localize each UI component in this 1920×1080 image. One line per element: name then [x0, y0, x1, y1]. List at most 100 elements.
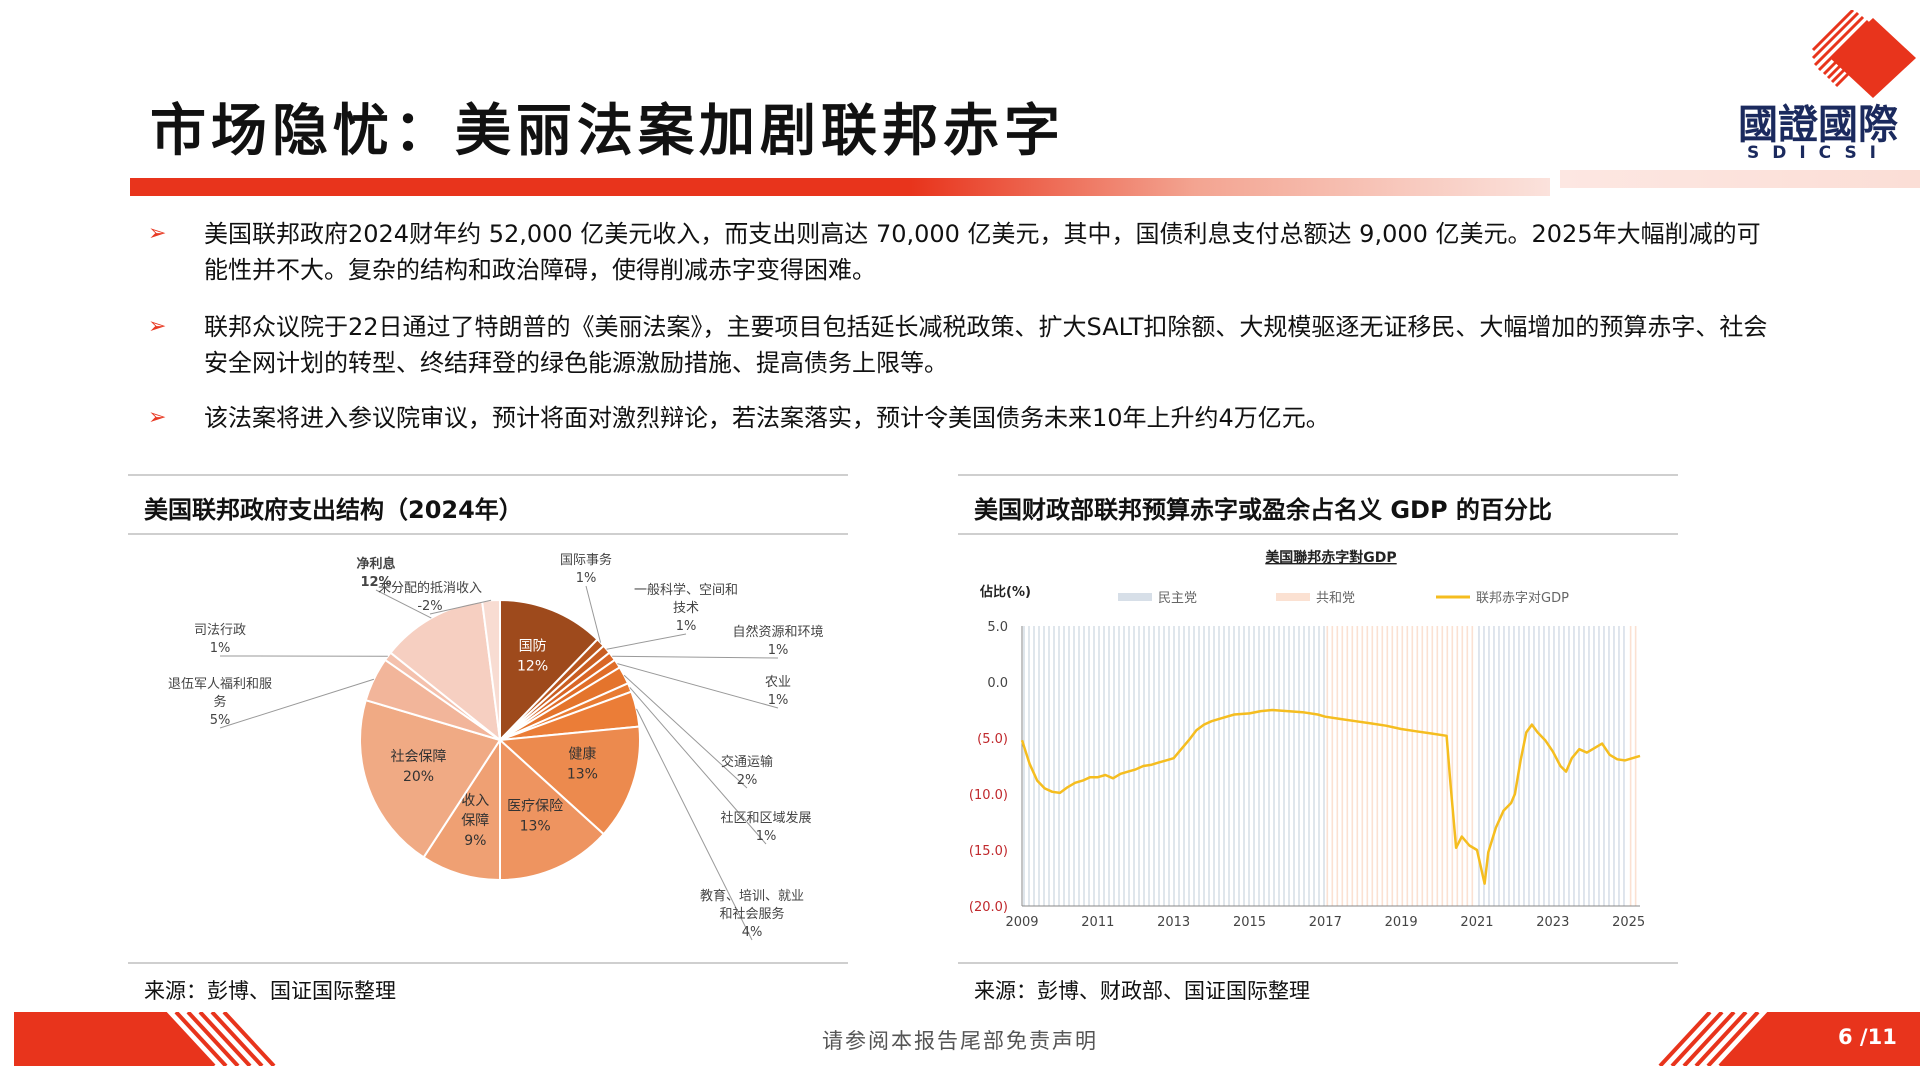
y-tick-label: (10.0) — [969, 788, 1008, 803]
slice-label-text: 交通运输 — [721, 754, 773, 770]
arrow-bullet-icon: ➢ — [148, 314, 167, 339]
leader-line — [429, 599, 492, 615]
leader-line — [623, 674, 748, 789]
left-panel-bottom-rule — [128, 962, 848, 964]
arrow-bullet-icon: ➢ — [148, 221, 167, 246]
pie-slice-label: 国际事务 1% — [560, 552, 612, 586]
series-line — [1020, 708, 1641, 885]
pie-slice-label: 社会保障 20% — [391, 749, 447, 785]
bullet-text: 美国联邦政府2024财年约 52,000 亿美元收入，而支出则高达 70,000… — [204, 220, 1761, 284]
bullet-item: ➢ 该法案将进入参议院审议，预计将面对激烈辩论，若法案落实，预计令美国债务未来1… — [148, 400, 1768, 436]
arrow-bullet-icon: ➢ — [148, 405, 167, 430]
slice-label-text: 社区和区域发展 — [720, 810, 811, 826]
slice-label-text: 和社会服务 — [719, 906, 784, 922]
slice-pct-text: 20% — [403, 769, 434, 785]
slice-pct-text: 1% — [576, 571, 597, 586]
footer-disclaimer: 请参阅本报告尾部免责声明 — [822, 1029, 1098, 1053]
slice-label-text: 收入 — [461, 793, 489, 809]
pie-slice-label: 国防 12% — [517, 639, 548, 675]
right-panel-top-rule — [958, 474, 1678, 476]
pie-slice-label: 未分配的抵消收入 -2% — [378, 580, 482, 614]
pie-slice-label: 社区和区域发展 1% — [720, 810, 811, 844]
slice-pct-text: 1% — [768, 693, 789, 708]
logo-text: 國證國際 — [1738, 102, 1898, 148]
pie-slice-label: 净利息 12% — [356, 556, 395, 590]
slice-pct-text: 13% — [567, 766, 598, 782]
slice-label-text: 健康 — [568, 745, 596, 762]
pie-slice-label: 司法行政 1% — [194, 623, 246, 656]
legend-item: 共和党 — [1276, 591, 1355, 606]
slice-label-text: 国防 — [519, 639, 547, 655]
pie-slice — [499, 737, 606, 882]
slice-label-text: 未分配的抵消收入 — [378, 580, 482, 596]
x-tick-label: 2015 — [1233, 915, 1266, 930]
left-panel-title-rule — [128, 533, 848, 535]
leader-line — [606, 633, 687, 650]
slice-pct-text: 1% — [676, 619, 697, 634]
left-panel-top-rule — [128, 474, 848, 476]
slice-pct-text: -2% — [417, 599, 442, 614]
title-underline-bar — [130, 178, 1550, 196]
pie-slice-label: 健康 13% — [567, 745, 598, 782]
slice-pct-text: 2% — [737, 773, 758, 788]
slice-label-text: 司法行政 — [194, 623, 246, 638]
leader-line — [219, 678, 375, 729]
slice-label-text: 保障 — [461, 813, 489, 829]
slice-label-text: 退伍军人福利和服 — [168, 677, 272, 692]
page-number: 6 /11 — [1838, 1025, 1897, 1049]
right-panel-title: 美国财政部联邦预算赤字或盈余占名义 GDP 的百分比 — [974, 496, 1552, 524]
slice-pct-text: 4% — [742, 925, 763, 940]
y-tick-label: 0.0 — [987, 676, 1008, 691]
leader-line — [629, 687, 767, 845]
right-panel-bottom-rule — [958, 962, 1678, 964]
slice-pct-text: 9% — [464, 833, 486, 849]
legend-swatch — [1276, 593, 1310, 601]
footer-stripe-right — [1658, 1012, 1920, 1066]
x-tick-label: 2011 — [1081, 915, 1114, 930]
legend-swatch — [1118, 593, 1152, 601]
slice-label-text: 净利息 — [356, 556, 395, 572]
bullet-text: 联邦众议院于22日通过了特朗普的《美丽法案》，主要项目包括延长减税政策、扩大SA… — [204, 313, 1768, 377]
y-tick-label: (5.0) — [977, 732, 1008, 747]
slice-pct-text: 5% — [210, 713, 231, 728]
pie-slice — [359, 698, 502, 859]
slice-label-text: 自然资源和环境 — [732, 624, 823, 640]
legend-label: 联邦赤字对GDP — [1476, 591, 1569, 606]
pie-slice-label: 农业 1% — [765, 675, 791, 708]
slice-label-text: 一般科学、空间和 — [634, 582, 738, 598]
slice-label-text: 农业 — [765, 675, 791, 690]
pie-slice — [422, 736, 501, 882]
slice-label-text: 教育、培训、就业 — [700, 888, 804, 904]
slice-label-text: 社会保障 — [391, 749, 447, 765]
pie-slice-label: 交通运输 2% — [721, 754, 773, 788]
left-panel-source: 来源：彭博、国证国际整理 — [144, 979, 396, 1003]
leader-line — [375, 589, 432, 619]
legend-item: 联邦赤字对GDP — [1436, 591, 1569, 606]
slice-pct-text: 12% — [517, 659, 548, 675]
slice-label-text: 国际事务 — [560, 552, 612, 568]
slice-pct-text: 12% — [360, 575, 391, 590]
party-shading — [1478, 626, 1625, 906]
y-axis-label: 佔比(%) — [979, 584, 1031, 600]
leader-line — [636, 708, 753, 941]
y-tick-label: 5.0 — [987, 620, 1008, 635]
legend-label: 共和党 — [1316, 591, 1355, 606]
legend-label: 民主党 — [1158, 591, 1197, 606]
title-underline-tail — [1560, 170, 1920, 188]
x-tick-label: 2009 — [1005, 915, 1038, 930]
pie-slice-label: 自然资源和环境 1% — [732, 624, 823, 658]
slice-pct-text: 1% — [210, 641, 231, 656]
pie-slice-label: 医疗保险 13% — [507, 798, 563, 834]
left-panel-title: 美国联邦政府支出结构（2024年） — [144, 496, 523, 524]
line-chart-title: 美国聯邦赤字對GDP — [1265, 549, 1396, 566]
x-tick-label: 2013 — [1157, 915, 1190, 930]
bullet-item: ➢ 联邦众议院于22日通过了特朗普的《美丽法案》，主要项目包括延长减税政策、扩大… — [148, 309, 1768, 381]
slice-pct-text: 13% — [520, 818, 551, 834]
pie-slice — [499, 598, 599, 743]
slice-label-text: 技术 — [673, 601, 699, 616]
bullet-text: 该法案将进入参议院审议，预计将面对激烈辩论，若法案落实，预计令美国债务未来10年… — [204, 404, 1330, 432]
y-tick-label: (20.0) — [969, 900, 1008, 915]
